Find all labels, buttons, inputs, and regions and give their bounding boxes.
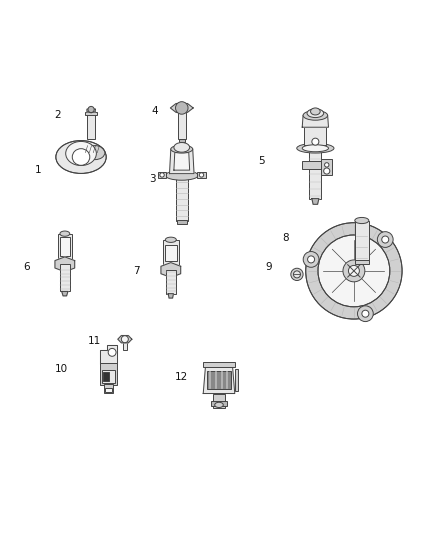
Bar bbox=[355, 260, 369, 264]
Bar bbox=[166, 270, 176, 294]
Bar bbox=[100, 363, 117, 385]
Circle shape bbox=[378, 232, 393, 247]
Text: 2: 2 bbox=[55, 110, 61, 120]
Ellipse shape bbox=[297, 143, 334, 153]
Text: 7: 7 bbox=[134, 266, 140, 276]
Circle shape bbox=[325, 163, 329, 167]
Text: 12: 12 bbox=[175, 372, 188, 382]
Circle shape bbox=[382, 236, 389, 243]
Bar bbox=[177, 220, 187, 224]
Bar bbox=[207, 371, 231, 389]
Text: 4: 4 bbox=[151, 106, 158, 116]
Bar bbox=[309, 131, 321, 199]
Polygon shape bbox=[312, 199, 319, 204]
Ellipse shape bbox=[171, 145, 193, 153]
Polygon shape bbox=[170, 149, 194, 174]
Bar bbox=[178, 108, 186, 140]
Polygon shape bbox=[168, 294, 173, 298]
Bar bbox=[176, 174, 188, 221]
Bar bbox=[102, 370, 115, 383]
Polygon shape bbox=[170, 103, 193, 112]
Ellipse shape bbox=[165, 237, 177, 243]
Ellipse shape bbox=[307, 109, 324, 118]
Circle shape bbox=[306, 223, 402, 319]
Bar bbox=[103, 372, 109, 381]
Circle shape bbox=[324, 168, 330, 174]
Ellipse shape bbox=[311, 108, 320, 115]
Ellipse shape bbox=[60, 231, 70, 236]
Circle shape bbox=[160, 173, 164, 177]
Bar bbox=[321, 159, 332, 175]
Bar bbox=[163, 240, 179, 265]
Circle shape bbox=[88, 107, 94, 112]
Text: 11: 11 bbox=[88, 336, 101, 346]
Bar bbox=[211, 401, 227, 406]
Circle shape bbox=[293, 271, 300, 278]
Ellipse shape bbox=[165, 171, 198, 180]
Circle shape bbox=[303, 252, 319, 267]
Text: 5: 5 bbox=[258, 156, 265, 166]
Circle shape bbox=[199, 173, 204, 177]
Polygon shape bbox=[55, 257, 75, 272]
Bar bbox=[58, 233, 72, 260]
Polygon shape bbox=[203, 367, 235, 393]
Circle shape bbox=[108, 349, 116, 356]
Circle shape bbox=[307, 256, 314, 263]
Circle shape bbox=[357, 306, 373, 321]
Ellipse shape bbox=[72, 149, 90, 165]
Text: 9: 9 bbox=[265, 262, 272, 272]
Text: 8: 8 bbox=[283, 233, 289, 243]
Text: 6: 6 bbox=[23, 262, 30, 271]
Bar bbox=[176, 107, 188, 110]
Ellipse shape bbox=[215, 402, 223, 408]
Bar bbox=[197, 172, 206, 178]
Bar bbox=[235, 369, 238, 391]
Bar bbox=[302, 161, 328, 169]
Bar bbox=[213, 393, 225, 408]
Bar bbox=[60, 237, 70, 255]
Polygon shape bbox=[174, 152, 190, 170]
Bar bbox=[179, 139, 185, 142]
Bar bbox=[105, 388, 112, 392]
Circle shape bbox=[291, 268, 303, 280]
Circle shape bbox=[176, 102, 188, 114]
Text: 10: 10 bbox=[55, 365, 68, 374]
Ellipse shape bbox=[174, 142, 190, 152]
Polygon shape bbox=[100, 345, 117, 364]
Ellipse shape bbox=[66, 141, 96, 166]
Circle shape bbox=[318, 235, 390, 307]
Ellipse shape bbox=[355, 217, 369, 223]
Circle shape bbox=[362, 310, 369, 317]
Circle shape bbox=[348, 265, 359, 276]
Polygon shape bbox=[87, 108, 95, 113]
Bar bbox=[104, 384, 113, 393]
Circle shape bbox=[121, 336, 128, 343]
Ellipse shape bbox=[85, 146, 105, 159]
Polygon shape bbox=[118, 336, 132, 343]
Circle shape bbox=[343, 260, 365, 282]
Bar bbox=[304, 125, 326, 145]
Polygon shape bbox=[62, 292, 68, 296]
Circle shape bbox=[312, 138, 319, 145]
Bar bbox=[123, 339, 127, 350]
Bar bbox=[203, 362, 235, 367]
Polygon shape bbox=[302, 115, 328, 127]
Polygon shape bbox=[161, 263, 181, 277]
Text: 3: 3 bbox=[149, 174, 155, 184]
Bar bbox=[87, 111, 95, 140]
Ellipse shape bbox=[56, 141, 106, 173]
Bar bbox=[158, 172, 166, 178]
Ellipse shape bbox=[303, 110, 328, 120]
Bar bbox=[85, 112, 97, 115]
Bar bbox=[355, 221, 369, 262]
Bar bbox=[165, 245, 177, 261]
Text: 1: 1 bbox=[35, 165, 42, 175]
Ellipse shape bbox=[302, 145, 328, 152]
Bar bbox=[60, 264, 70, 292]
